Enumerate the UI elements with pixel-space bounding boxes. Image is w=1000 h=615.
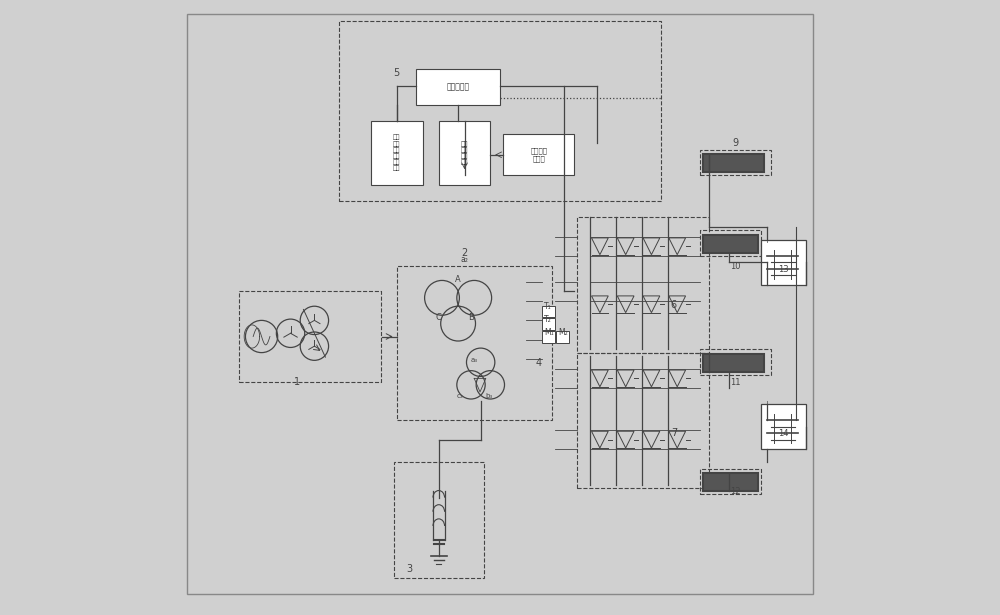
Text: a₃: a₃: [471, 357, 478, 363]
Bar: [700, 349, 771, 375]
Bar: [700, 230, 761, 256]
Bar: [761, 240, 806, 285]
Bar: [503, 133, 574, 175]
Text: b₃: b₃: [486, 393, 493, 399]
Text: 7: 7: [671, 429, 677, 438]
Bar: [542, 331, 555, 343]
Text: 4: 4: [535, 357, 542, 368]
Bar: [703, 154, 764, 172]
Text: T₁: T₁: [544, 302, 551, 311]
Text: +: +: [763, 236, 770, 245]
Text: C: C: [436, 314, 442, 322]
Text: 1: 1: [294, 377, 300, 387]
Text: M₂: M₂: [558, 328, 568, 336]
Bar: [397, 266, 552, 420]
Text: 6: 6: [671, 300, 677, 309]
Bar: [703, 354, 764, 372]
Text: 14: 14: [778, 429, 789, 438]
Bar: [542, 319, 555, 330]
Text: T₂: T₂: [544, 315, 552, 323]
Bar: [542, 306, 555, 317]
Text: 各整
流桥
直流
电流
指令
模块: 各整 流桥 直流 电流 指令 模块: [393, 135, 401, 171]
Bar: [339, 21, 661, 201]
Bar: [577, 352, 709, 488]
Text: 综合控制器: 综合控制器: [447, 82, 470, 91]
Bar: [703, 235, 758, 253]
Bar: [394, 462, 484, 578]
Bar: [239, 292, 381, 382]
Text: M₁: M₁: [544, 328, 553, 336]
Bar: [577, 217, 709, 352]
Text: 2: 2: [461, 248, 468, 258]
Bar: [761, 404, 806, 450]
Bar: [416, 69, 500, 105]
Text: c₃: c₃: [456, 393, 463, 399]
Bar: [439, 121, 490, 185]
Text: 脉流最优
占空比: 脉流最优 占空比: [530, 148, 547, 162]
Bar: [556, 331, 569, 343]
Text: 11: 11: [730, 378, 740, 387]
Text: 9: 9: [732, 138, 738, 148]
Text: 12: 12: [730, 488, 740, 496]
Bar: [703, 473, 758, 491]
Bar: [700, 469, 761, 494]
Text: -: -: [793, 236, 796, 245]
Text: +: +: [763, 400, 770, 410]
Text: B: B: [468, 314, 474, 322]
Text: 10: 10: [730, 262, 740, 271]
Text: 3: 3: [407, 564, 413, 574]
Text: 5: 5: [394, 68, 400, 77]
Text: 13: 13: [778, 265, 789, 274]
Text: a₂: a₂: [461, 255, 468, 264]
Text: A: A: [455, 275, 461, 284]
Bar: [371, 121, 423, 185]
Text: -: -: [793, 400, 796, 410]
Bar: [700, 149, 771, 175]
Text: 最优
触发
计算
模块: 最优 触发 计算 模块: [461, 141, 468, 165]
